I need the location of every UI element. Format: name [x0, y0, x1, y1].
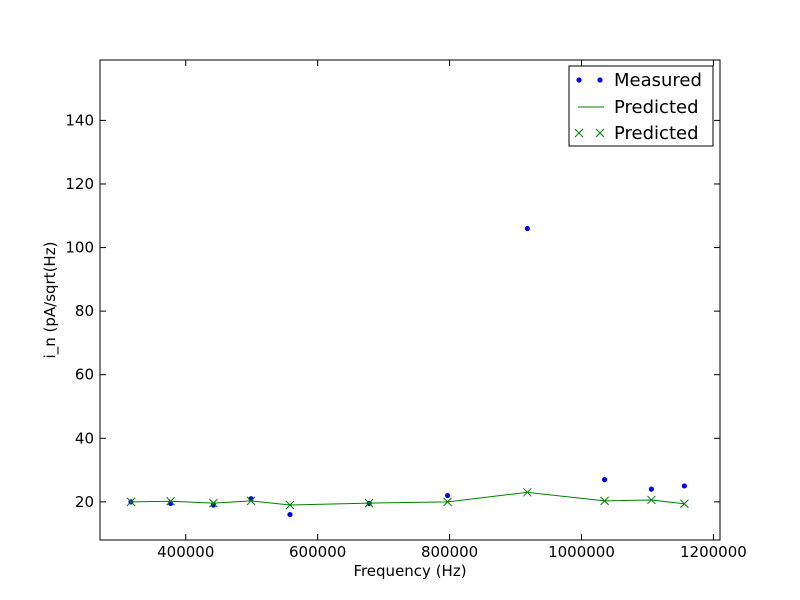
x-tick-label: 1200000	[680, 543, 747, 561]
marker-stroke	[364, 498, 374, 508]
marker-stroke	[523, 487, 532, 497]
legend-marker	[574, 128, 584, 138]
predicted-marker	[285, 500, 295, 510]
legend: Measured Predicted Predicted	[568, 65, 714, 147]
y-tick-label: 100	[65, 239, 94, 257]
predicted-marker	[600, 496, 609, 506]
legend-marker	[597, 77, 603, 83]
marker-stroke	[209, 498, 218, 508]
x-axis-title: Frequency (Hz)	[353, 562, 466, 580]
predicted-marker	[209, 498, 218, 508]
predicted-marker	[523, 487, 532, 497]
legend-entry: Predicted	[574, 123, 699, 144]
series-measured	[128, 225, 687, 518]
x-tick-label: 400000	[157, 543, 214, 561]
marker-stroke	[443, 497, 452, 507]
measured-point	[681, 483, 687, 489]
marker-stroke	[126, 497, 136, 507]
marker-stroke	[647, 495, 656, 505]
marker-stroke	[246, 496, 256, 506]
y-tick-label: 140	[65, 111, 94, 129]
predicted-marker	[166, 496, 175, 506]
predicted-marker	[126, 497, 136, 507]
predicted-marker	[680, 499, 689, 509]
predicted-marker	[364, 498, 374, 508]
y-tick-label: 80	[75, 302, 94, 320]
predicted-marker	[246, 496, 256, 506]
x-tick-label: 600000	[289, 543, 346, 561]
x-tick-label: 1000000	[548, 543, 615, 561]
series-predicted-markers	[126, 487, 689, 510]
legend-entry: Measured	[576, 70, 702, 91]
marker-stroke	[166, 496, 175, 506]
marker-stroke	[600, 496, 609, 506]
legend-entry: Predicted	[578, 97, 699, 118]
measured-point	[601, 477, 608, 483]
legend-label: Measured	[614, 70, 702, 91]
marker-stroke	[574, 128, 584, 138]
y-axis-title: i_n (pA/sqrt(Hz)	[41, 242, 60, 359]
x-axis: 400000 600000 800000 1000000 1200000	[157, 60, 747, 561]
legend-box	[568, 65, 714, 147]
measured-point	[444, 492, 451, 499]
y-tick-label: 40	[75, 429, 94, 447]
y-tick-label: 20	[75, 493, 94, 511]
y-axis: 20 40 60 80 100 120 140	[65, 111, 720, 511]
plot-frame	[99, 59, 721, 541]
legend-marker	[576, 77, 582, 83]
marker-stroke	[595, 128, 605, 138]
legend-marker	[595, 128, 605, 138]
predicted-marker	[647, 495, 656, 505]
marker-stroke	[680, 499, 689, 509]
x-tick-label: 800000	[421, 543, 478, 561]
measured-point	[287, 511, 293, 518]
y-tick-label: 120	[65, 175, 94, 193]
legend-label: Predicted	[614, 97, 699, 118]
y-tick-label: 60	[75, 366, 94, 384]
legend-label: Predicted	[614, 123, 699, 144]
measured-point	[648, 486, 655, 492]
predicted-marker	[443, 497, 452, 507]
plot-marks	[126, 225, 689, 518]
marker-stroke	[285, 500, 295, 510]
measured-point	[524, 225, 531, 232]
